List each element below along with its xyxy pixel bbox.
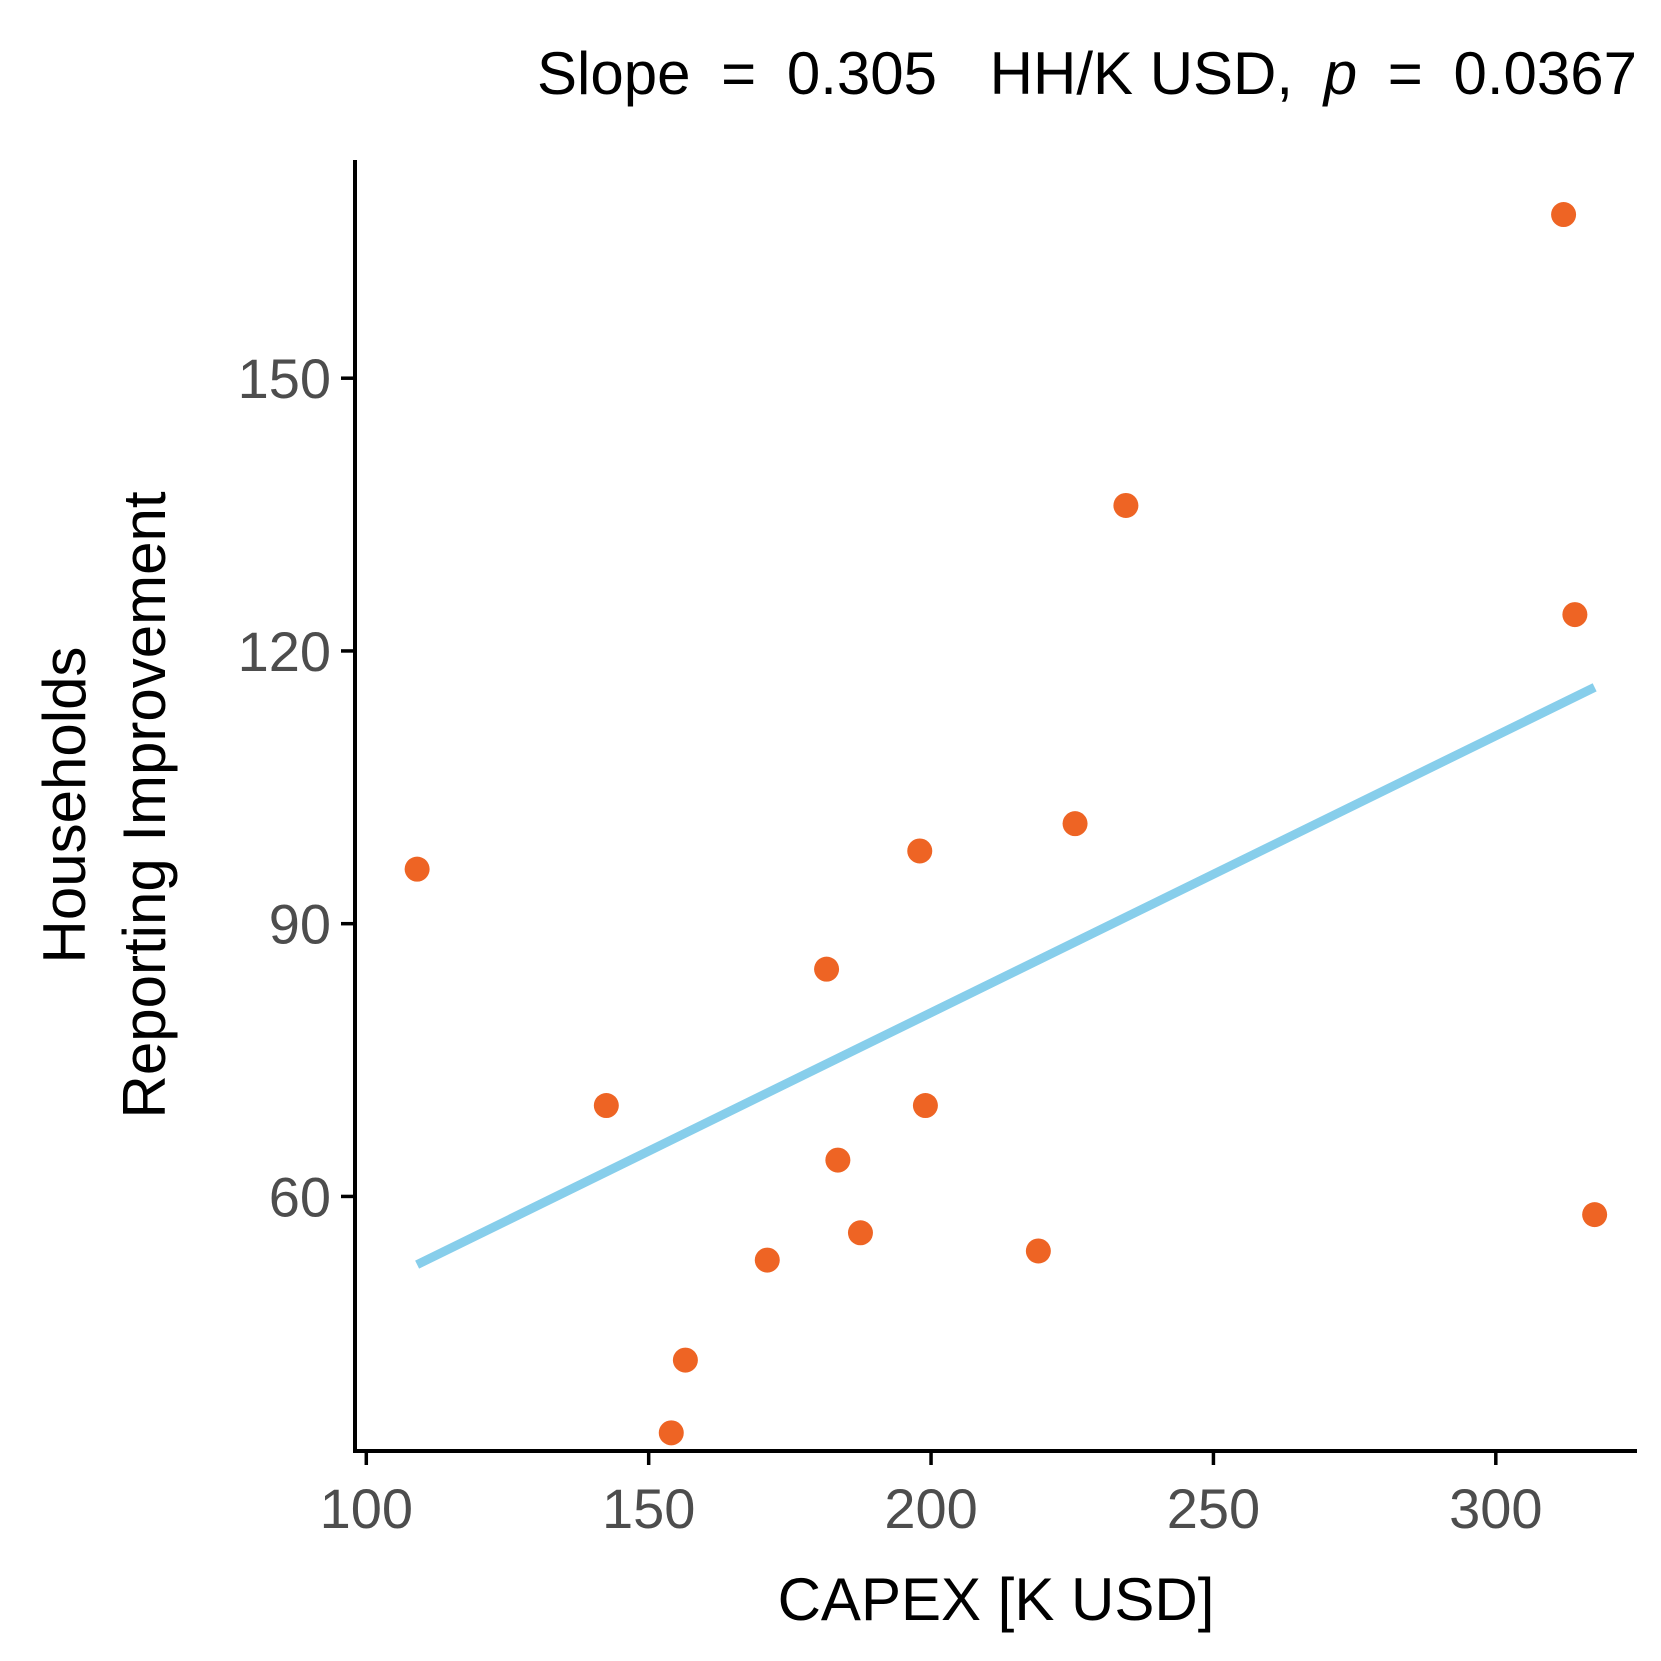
y-tick-label: 90 [269, 893, 331, 956]
y-tick-label: 120 [238, 620, 331, 683]
data-point [1062, 811, 1088, 837]
data-point [672, 1347, 698, 1373]
title-p-symbol: p [1322, 40, 1357, 107]
data-point [404, 856, 430, 882]
y-axis-title-line-2: Reporting Improvement [111, 491, 178, 1118]
data-point [814, 956, 840, 982]
regression-line [415, 683, 1597, 1269]
data-point [658, 1420, 684, 1446]
title-p-value: 0.0367 [1453, 40, 1637, 107]
data-point [1562, 602, 1588, 628]
x-tick-label: 150 [602, 1477, 695, 1540]
data-point [912, 1093, 938, 1119]
fit-line-layer [415, 683, 1597, 1269]
y-tick-label: 150 [238, 347, 331, 410]
title-slope-prefix: Slope [537, 40, 690, 107]
y-ticks: 60 90 120 150 [238, 347, 355, 1228]
y-tick-label: 60 [269, 1165, 331, 1228]
x-tick-label: 200 [884, 1477, 977, 1540]
data-point [593, 1093, 619, 1119]
chart-title: Slope = 0.305 HH/K USD, p = 0.0367 [537, 40, 1637, 107]
data-point [1551, 202, 1577, 228]
data-point [1113, 492, 1139, 518]
points-layer [404, 202, 1608, 1446]
y-axis-title-line-1: Households [31, 647, 98, 964]
x-tick-label: 250 [1167, 1477, 1260, 1540]
data-point [847, 1220, 873, 1246]
x-tick-label: 100 [320, 1477, 413, 1540]
data-point [907, 838, 933, 864]
title-slope-unit: HH/K USD [990, 40, 1277, 107]
y-axis-title: Households Reporting Improvement [31, 491, 178, 1118]
data-point [1025, 1238, 1051, 1264]
data-point [1582, 1202, 1608, 1228]
x-ticks: 100 150 200 250 300 [320, 1451, 1543, 1540]
title-slope-value: 0.305 [787, 40, 937, 107]
data-point [825, 1147, 851, 1173]
x-axis-title: CAPEX [K USD] [778, 1566, 1215, 1633]
x-tick-label: 300 [1449, 1477, 1542, 1540]
data-point [754, 1247, 780, 1273]
